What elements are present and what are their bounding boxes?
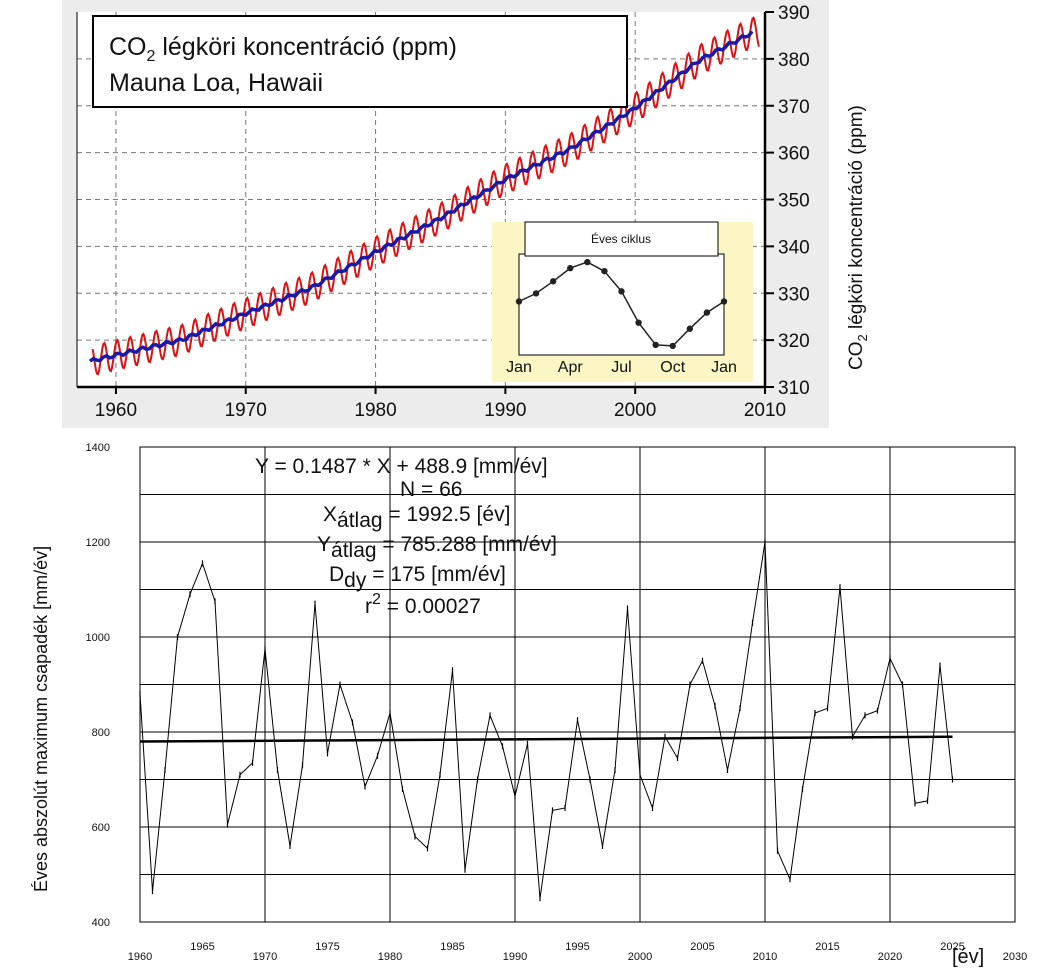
co2-x-tick-label: 1980 [354,400,396,421]
co2-y-tick-label: 360 [778,144,810,165]
precip-y-tick-label: 1400 [86,442,110,454]
co2-y-tick-label: 370 [778,97,810,118]
precip-chart: 1960 1965 1970 1975 1980 1985 1990 1995 2000 2005… [31,442,1027,968]
precip-x-tick-label: 1965 [190,941,214,953]
inset-cycle-point [686,325,694,332]
co2-y-tick-label: 340 [778,237,810,258]
inset-cycle-point [584,258,591,266]
precip-x-tick-label: 1960 [128,951,152,963]
co2-title-box [92,15,628,108]
precip-y-axis-label: Éves abszolút maximum csapadék [mm/év] [31,546,51,892]
co2-y-tick-label: 310 [778,378,810,399]
inset-cycle-point [720,298,728,305]
sample-size: N = 66 [400,478,462,501]
inset-cycle-point [567,264,574,272]
precip-x-tick-label: 1985 [440,941,464,953]
precip-x-tick-label: 1975 [315,941,339,953]
inset-plot [515,258,728,350]
inset-title: Éves ciklus [591,231,651,246]
inset-cycle-point [635,319,642,326]
inset-cycle-point [703,309,711,316]
r-squared: r2 = 0.00027 [365,591,481,618]
y-mean: Yátlag = 785.288 [mm/év] [317,533,557,562]
precip-x-tick-label: 2000 [628,951,652,963]
precip-x-tick-label: 1995 [565,941,589,953]
inset-x-tick-label: Jul [611,359,631,376]
precip-x-tick-label: 1970 [253,951,277,963]
co2-lines [88,16,760,376]
co2-title-line2: Mauna Loa, Hawaii [109,69,323,97]
precip-x-tick-label: 1990 [503,951,527,963]
precip-x-axis-label: [év] [952,946,984,968]
inset-cycle-point [652,341,659,349]
std-dev: Ddy = 175 [mm/év] [329,563,506,592]
inset-x-tick-label: Jan [711,359,737,376]
co2-y-tick-label: 350 [778,191,810,212]
inset-x-tick-label: Apr [558,359,584,376]
precip-y-tick-label: 800 [92,727,110,739]
precip-lines [139,539,954,902]
co2-x-tick-label: 2000 [614,400,656,421]
inset-ticks: Jan Apr Jul Oct Jan [506,359,737,376]
precip-trend-line [139,735,953,743]
precip-x-tick-label: 2005 [690,941,714,953]
precip-y-tick-label: 600 [92,822,110,834]
inset-plot-area [518,253,725,356]
precip-ticks: 1960 1965 1970 1975 1980 1985 1990 1995 2000 2005… [86,442,1028,963]
co2-y-tick-label: 320 [778,331,810,352]
precip-grid [140,447,1015,922]
co2-x-tick-label: 1970 [225,400,267,421]
co2-title-line1: CO2 légköri koncentráció (ppm) [109,33,457,65]
co2-y-tick-label: 330 [778,284,810,305]
inset-cycle-point [601,267,608,275]
regression-annotations: Y = 0.1487 * X + 488.9 [mm/év] N = 66 Xá… [255,455,557,618]
precip-x-tick-label: 2030 [1003,951,1027,963]
precip-series-line [139,541,953,899]
co2-y-tick-label: 390 [778,3,810,24]
x-mean: Xátlag = 1992.5 [év] [323,503,510,532]
annual-cycle-inset: Éves ciklus Jan Apr Jul Oct Jan [492,221,753,382]
inset-x-tick-label: Jan [506,359,532,376]
precip-x-tick-label: 2020 [878,951,902,963]
precip-x-tick-label: 1980 [378,951,402,963]
precip-y-tick-label: 1200 [86,537,110,549]
precip-x-tick-label: 2010 [753,951,777,963]
precip-y-tick-label: 400 [92,917,110,929]
co2-x-tick-label: 1960 [95,400,137,421]
inset-x-tick-label: Oct [660,359,685,376]
precip-frame [139,446,1016,923]
inset-cycle-point [532,290,540,297]
co2-x-tick-label: 1990 [484,400,526,421]
inset-cycle-point [669,342,676,350]
precip-y-tick-label: 1000 [86,632,110,644]
inset-cycle-point [515,298,523,305]
precip-x-tick-label: 2015 [815,941,839,953]
co2-y-tick-label: 380 [778,50,810,71]
inset-cycle-point [618,288,625,295]
regression-equation: Y = 0.1487 * X + 488.9 [mm/év] [255,455,548,478]
co2-trend-series [88,30,754,363]
co2-y-axis-label: CO2 légköri koncentráció (ppm) [846,105,870,370]
co2-x-tick-label: 2010 [744,400,786,421]
co2-monthly-series [91,16,760,376]
inset-cycle-point [549,278,557,285]
inset-title-box [524,221,719,257]
precip-x-tick-label: 2025 [940,941,964,953]
